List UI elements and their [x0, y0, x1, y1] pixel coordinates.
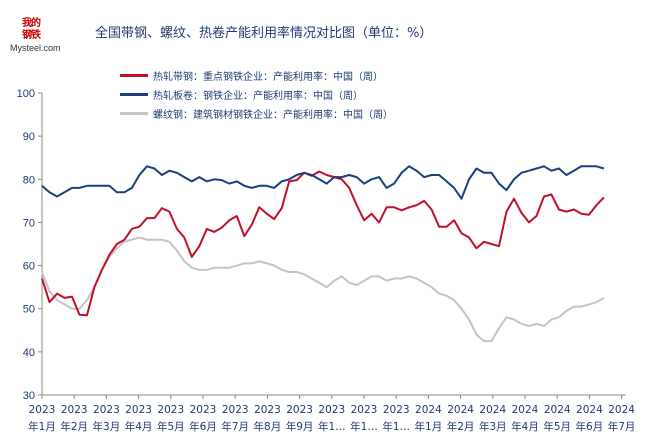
legend-item-rebar: 螺纹钢：建筑钢材钢铁企业：产能利用率：中国（周）: [120, 104, 393, 123]
x-tick-label: 2023: [254, 404, 281, 416]
legend-label: 热轧带钢：重点钢铁企业：产能利用率：中国（周）: [153, 72, 383, 83]
x-tick-label: 2023: [383, 404, 410, 416]
x-tick-label: 2023: [351, 404, 378, 416]
chart-title: 全国带钢、螺纹、热卷产能利用率情况对比图（单位：%）: [95, 26, 433, 41]
logo-cn: 我的钢铁: [22, 18, 41, 41]
x-tick-label: 年7月: [221, 420, 249, 433]
x-tick-label: 年2月: [60, 420, 88, 433]
x-tick-label: 年1…: [318, 420, 346, 433]
x-tick-label: 年4月: [511, 420, 539, 433]
legend-swatch: [120, 93, 148, 96]
x-tick-label: 年1月: [28, 420, 56, 433]
x-tick-label: 年3月: [93, 420, 121, 433]
y-tick-label: 80: [23, 174, 35, 186]
x-tick-label: 年6月: [189, 420, 217, 433]
x-tick-label: 年1…: [350, 420, 378, 433]
series-line-2: [41, 236, 605, 343]
y-tick-label: 40: [23, 347, 35, 359]
y-tick-label: 90: [23, 131, 35, 143]
x-tick-label: 年7月: [608, 420, 636, 433]
y-tick-label: 60: [23, 261, 35, 273]
x-tick-label: 2024: [544, 404, 571, 416]
x-tick-label: 年5月: [157, 420, 185, 433]
x-tick-label: 2023: [125, 404, 152, 416]
x-tick-label: 年8月: [254, 420, 282, 433]
x-tick-label: 2023: [318, 404, 345, 416]
legend-swatch: [120, 112, 148, 115]
legend: 热轧带钢：重点钢铁企业：产能利用率：中国（周） 热轧板卷：钢铁企业：产能利用率：…: [120, 66, 393, 123]
x-tick-label: 年5月: [543, 420, 571, 433]
legend-swatch: [120, 74, 148, 77]
x-tick-label: 2024: [512, 404, 539, 416]
x-tick-label: 2023: [157, 404, 184, 416]
x-tick-label: 2024: [447, 404, 474, 416]
y-tick-label: 70: [23, 217, 35, 229]
x-tick-label: 2024: [479, 404, 506, 416]
x-tick-label: 年4月: [125, 420, 153, 433]
x-tick-label: 2023: [29, 404, 56, 416]
legend-item-hot-coil: 热轧板卷：钢铁企业：产能利用率：中国（周）: [120, 85, 393, 104]
x-tick-label: 年2月: [447, 420, 475, 433]
x-tick-label: 年1…: [382, 420, 410, 433]
x-tick-label: 2024: [608, 404, 635, 416]
x-tick-label: 2023: [190, 404, 217, 416]
x-tick-label: 2023: [61, 404, 88, 416]
logo-en: Mysteel.com: [10, 43, 61, 53]
mysteel-logo: 我的钢铁 Mysteel.com: [10, 18, 72, 54]
x-tick-label: 年1月: [415, 420, 443, 433]
x-tick-label: 2023: [93, 404, 120, 416]
legend-item-strip: 热轧带钢：重点钢铁企业：产能利用率：中国（周）: [120, 66, 393, 85]
legend-label: 螺纹钢：建筑钢材钢铁企业：产能利用率：中国（周）: [153, 110, 393, 121]
x-tick-label: 2024: [576, 404, 603, 416]
x-tick-label: 年3月: [479, 420, 507, 433]
series-line-1: [41, 165, 605, 200]
y-tick-label: 30: [23, 390, 35, 402]
x-tick-label: 2024: [415, 404, 442, 416]
y-tick-label: 100: [17, 88, 35, 100]
series-line-0: [41, 170, 605, 317]
x-tick-label: 2023: [286, 404, 313, 416]
x-tick-label: 年6月: [576, 420, 604, 433]
x-tick-label: 年9月: [286, 420, 314, 433]
legend-label: 热轧板卷：钢铁企业：产能利用率：中国（周）: [153, 91, 363, 102]
y-tick-label: 50: [23, 304, 35, 316]
x-tick-label: 2023: [222, 404, 249, 416]
